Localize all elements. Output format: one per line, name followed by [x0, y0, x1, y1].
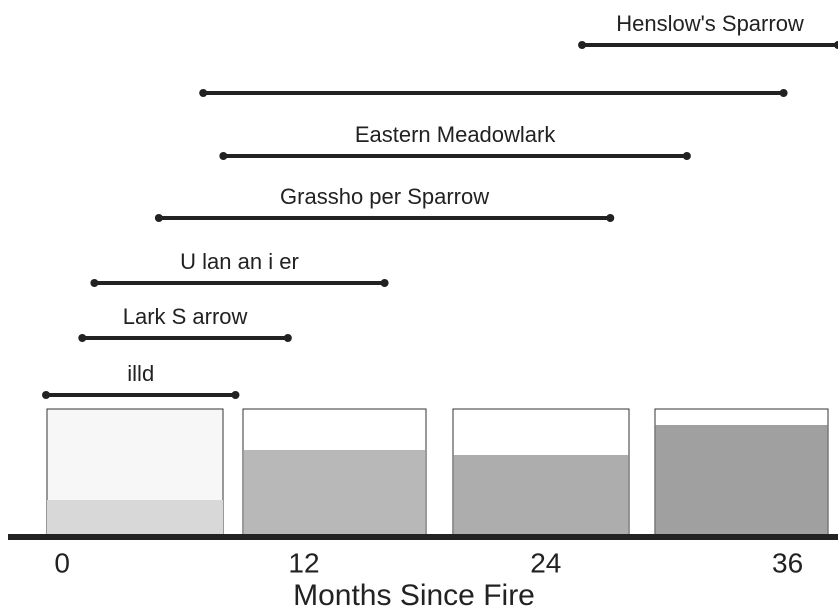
x-tick-label: 24	[530, 547, 561, 578]
bar-label: U lan an i er	[180, 249, 299, 274]
x-tick-label: 12	[288, 547, 319, 578]
range-start	[199, 89, 208, 97]
range-start	[219, 152, 228, 160]
range-end	[779, 89, 788, 97]
range-start	[42, 391, 51, 399]
range-end	[283, 334, 292, 342]
bar-label: Henslow's Sparrow	[616, 11, 804, 36]
range-end	[231, 391, 240, 399]
bar-label: Eastern Meadowlark	[355, 122, 557, 147]
range-start	[90, 279, 99, 287]
range-end	[606, 214, 615, 222]
panel-grass	[47, 500, 223, 535]
bar-label: illd	[127, 361, 154, 386]
range-start	[78, 334, 87, 342]
panel-grass	[453, 455, 629, 535]
panel-grass	[655, 425, 828, 535]
range-end	[682, 152, 691, 160]
range-start	[154, 214, 163, 222]
x-axis-label: Months Since Fire	[293, 579, 535, 612]
x-tick-label: 0	[54, 547, 70, 578]
range-end	[834, 41, 838, 49]
range-start	[578, 41, 587, 49]
bar-label: Lark S arrow	[123, 304, 248, 329]
bar-label: Grassho per Sparrow	[280, 184, 489, 209]
habitat-panels	[46, 408, 829, 536]
range-end	[380, 279, 389, 287]
x-tick-label: 36	[772, 547, 803, 578]
ground-line	[8, 534, 838, 540]
panel-grass	[243, 450, 426, 535]
